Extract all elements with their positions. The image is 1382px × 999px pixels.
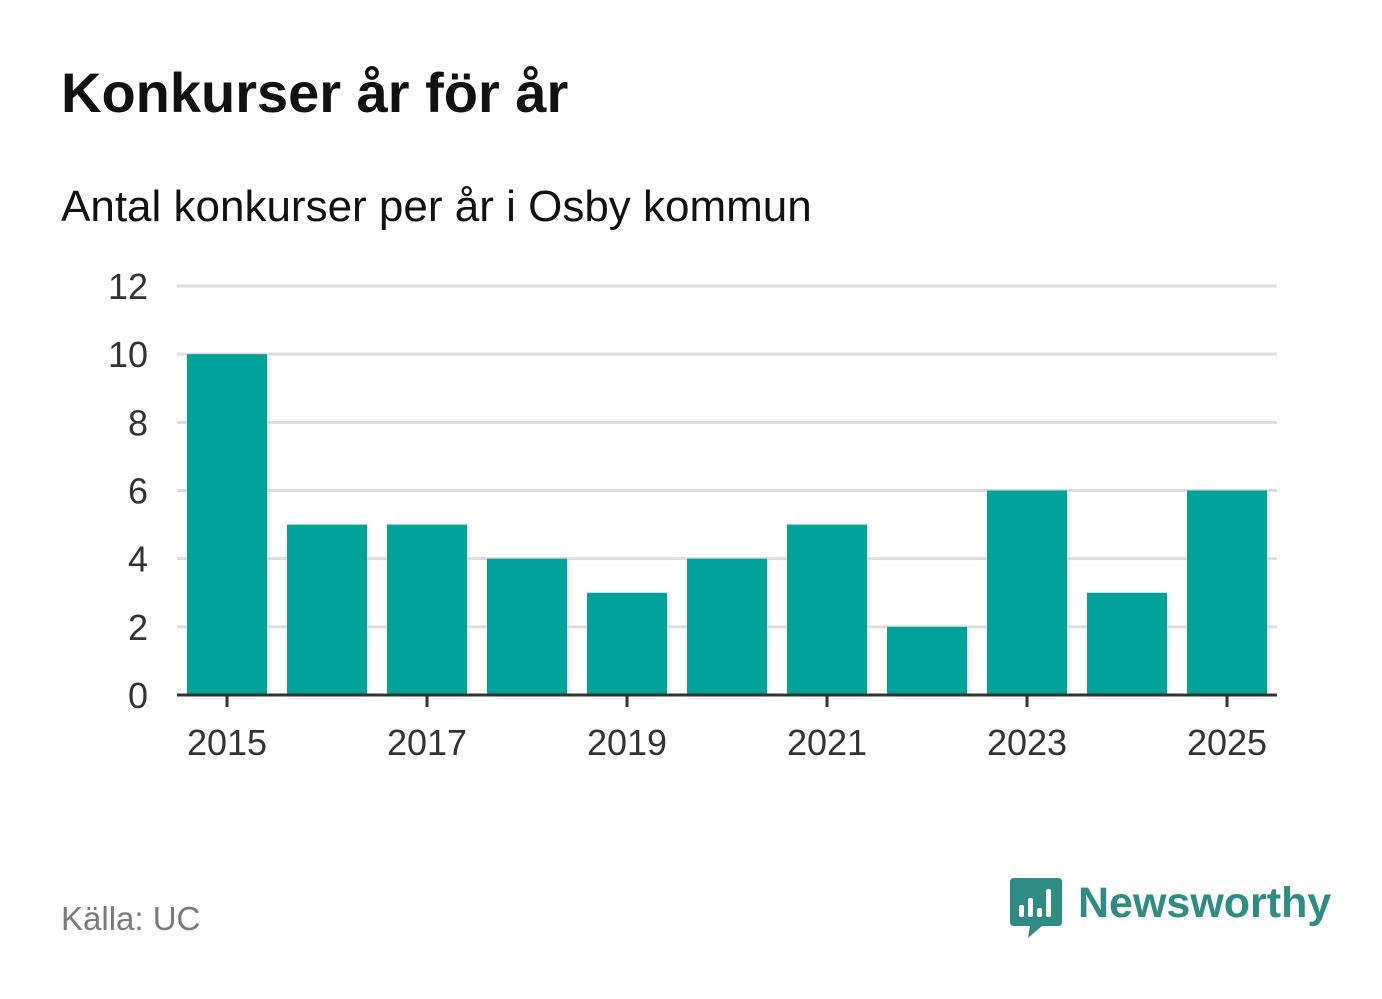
- x-tick-label: 2019: [587, 722, 667, 763]
- bar-2025: [1187, 490, 1267, 695]
- x-tick-label: 2021: [787, 722, 867, 763]
- x-tick-label: 2017: [387, 722, 467, 763]
- bar-2024: [1087, 592, 1167, 695]
- bar-2016: [287, 524, 367, 695]
- bar-2021: [787, 524, 867, 695]
- newsworthy-wordmark: Newsworthy: [1078, 879, 1332, 927]
- chart-title: Konkurser år för år: [61, 61, 569, 124]
- y-tick-label: 12: [108, 266, 148, 307]
- bar-2020: [687, 558, 767, 695]
- chart-subtitle: Antal konkurser per år i Osby kommun: [61, 182, 812, 231]
- y-tick-label: 10: [108, 334, 148, 375]
- bar-chart: 0 2 4 6 8 10 12 2015 2017 2019 2021 2023 2025: [108, 266, 1277, 763]
- x-tick-label: 2015: [187, 722, 267, 763]
- x-tick-label: 2023: [987, 722, 1067, 763]
- bar-2019: [587, 592, 667, 695]
- newsworthy-logo: Newsworthy: [1010, 878, 1331, 942]
- y-tick-label: 2: [128, 607, 148, 648]
- bar-2015: [187, 354, 267, 695]
- bar-2022: [887, 626, 967, 695]
- bar-2018: [487, 558, 567, 695]
- y-tick-label: 0: [128, 675, 148, 716]
- source-note: Källa: UC: [61, 900, 201, 937]
- newsworthy-bar-chart-icon: [1010, 878, 1062, 938]
- x-tick-label: 2025: [1187, 722, 1267, 763]
- y-tick-label: 6: [128, 471, 148, 512]
- y-tick-label: 8: [128, 402, 148, 443]
- bar-2017: [387, 524, 467, 695]
- y-tick-label: 4: [128, 539, 148, 580]
- bar-2023: [987, 490, 1067, 695]
